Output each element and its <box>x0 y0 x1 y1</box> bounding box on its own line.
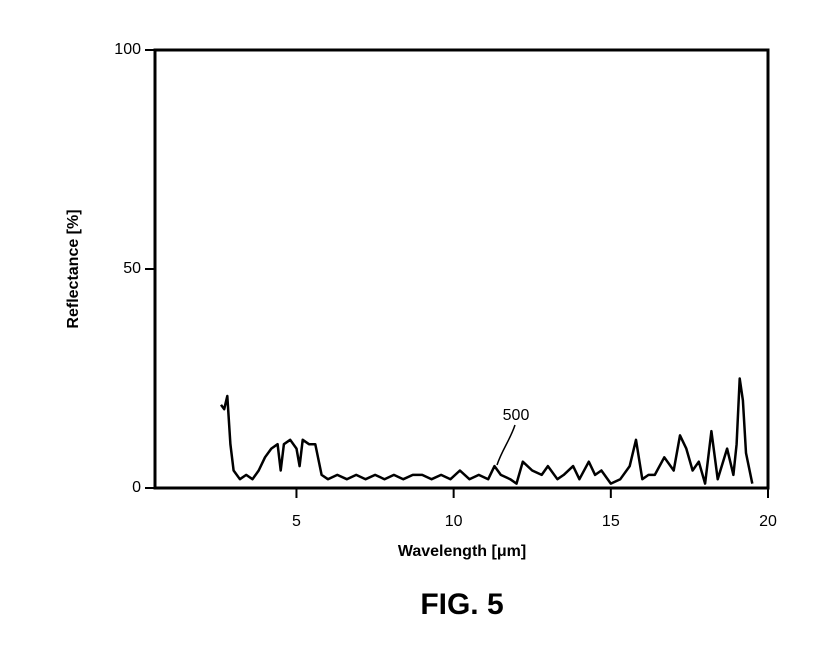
y-tick-label: 100 <box>114 41 141 58</box>
x-tick-label: 15 <box>602 513 620 530</box>
figure-caption: FIG. 5 <box>420 588 503 621</box>
x-tick-label: 20 <box>759 513 777 530</box>
plot-frame <box>153 48 770 490</box>
leader-line <box>496 424 516 466</box>
x-tick-label: 10 <box>445 513 463 530</box>
x-tick-label: 5 <box>292 513 301 530</box>
y-tick-label: 0 <box>132 479 141 496</box>
y-tick-label: 50 <box>123 260 141 277</box>
y-axis-label: Reflectance [%] <box>65 209 82 328</box>
annotation: 500 <box>503 407 530 424</box>
x-axis-label: Wavelength [μm] <box>398 543 526 560</box>
data-line <box>219 377 754 485</box>
